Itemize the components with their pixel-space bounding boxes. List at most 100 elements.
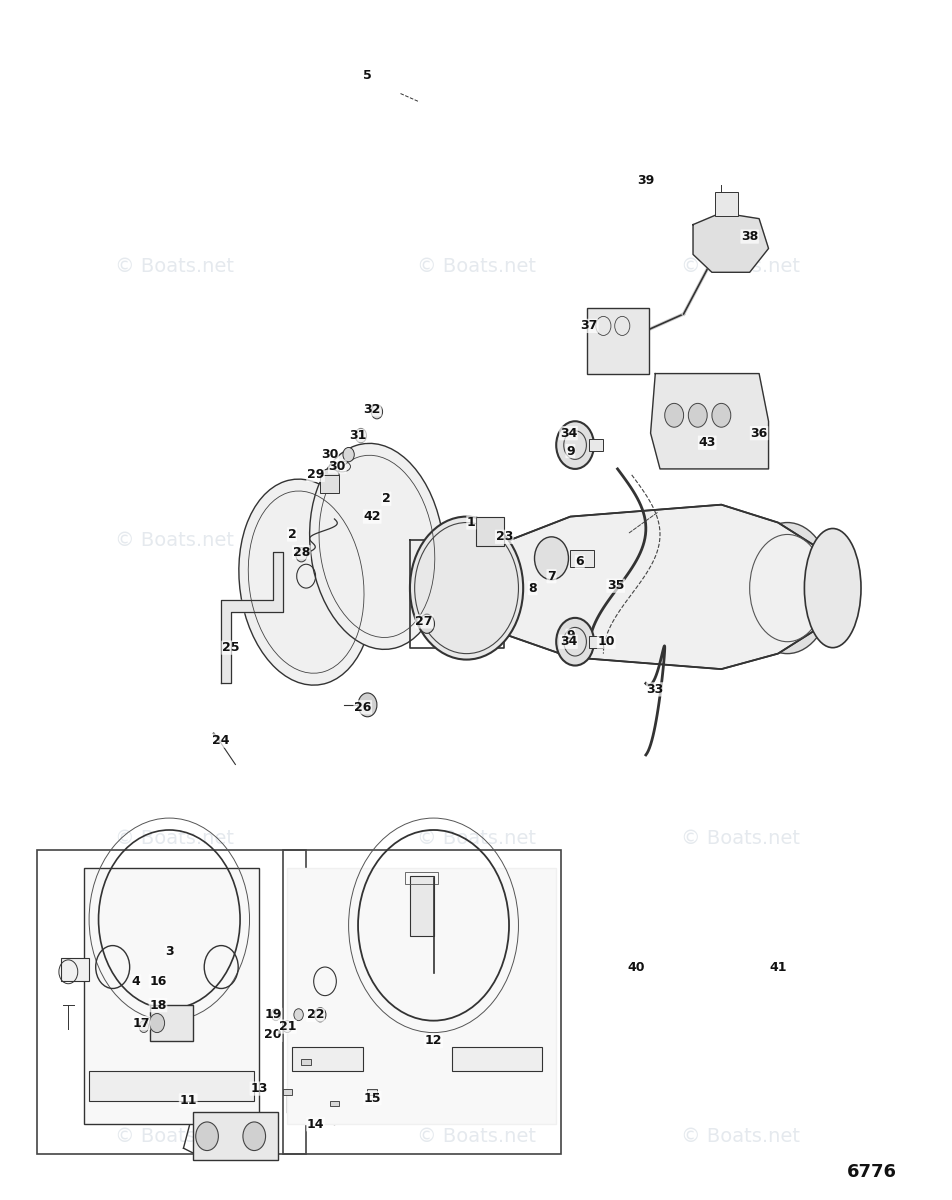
Circle shape (534, 536, 568, 580)
Text: 17: 17 (132, 1016, 149, 1030)
Text: 35: 35 (607, 580, 625, 593)
Bar (570, 550, 594, 566)
Circle shape (664, 403, 684, 427)
Ellipse shape (320, 469, 339, 481)
Bar (193, 1112, 278, 1160)
Bar (476, 516, 505, 546)
Text: 1: 1 (466, 516, 476, 529)
Text: 4: 4 (132, 974, 141, 988)
Text: 31: 31 (349, 430, 367, 442)
Circle shape (688, 403, 707, 427)
Text: © Boats.net: © Boats.net (417, 257, 535, 276)
Text: 15: 15 (364, 1092, 381, 1105)
Text: 11: 11 (179, 1094, 197, 1108)
Circle shape (556, 421, 594, 469)
Circle shape (410, 516, 524, 660)
Text: 9: 9 (566, 629, 575, 642)
Text: 5: 5 (363, 70, 372, 82)
Circle shape (149, 1014, 165, 1032)
Text: 2: 2 (288, 528, 296, 541)
Text: © Boats.net: © Boats.net (417, 530, 535, 550)
Circle shape (294, 1009, 304, 1021)
Bar (288, 868, 556, 1124)
Text: © Boats.net: © Boats.net (114, 530, 233, 550)
Bar (292, 1046, 363, 1070)
Polygon shape (509, 505, 844, 670)
Bar (283, 851, 561, 1154)
Bar (452, 1046, 542, 1070)
Polygon shape (650, 373, 768, 469)
Text: 30: 30 (321, 448, 338, 461)
Text: 19: 19 (265, 1008, 282, 1021)
Bar (589, 636, 604, 648)
Text: 3: 3 (165, 946, 173, 958)
Bar (406, 871, 438, 883)
Bar (283, 1088, 292, 1094)
Text: 22: 22 (307, 1008, 325, 1021)
Circle shape (343, 448, 354, 462)
Text: 18: 18 (149, 998, 167, 1012)
Text: © Boats.net: © Boats.net (114, 1127, 233, 1146)
Circle shape (358, 692, 377, 716)
Ellipse shape (804, 528, 861, 648)
Text: 42: 42 (364, 510, 381, 523)
Text: 27: 27 (415, 614, 433, 628)
Text: © Boats.net: © Boats.net (417, 1127, 535, 1146)
Text: 40: 40 (627, 960, 645, 973)
Text: 6776: 6776 (847, 1163, 898, 1181)
Bar (37, 851, 307, 1154)
Bar (150, 1006, 193, 1040)
Text: 38: 38 (741, 230, 759, 244)
Text: 10: 10 (598, 635, 615, 648)
Text: 21: 21 (279, 1020, 296, 1033)
Text: 32: 32 (364, 403, 381, 416)
Bar (367, 1088, 377, 1094)
Circle shape (314, 1008, 326, 1022)
Text: © Boats.net: © Boats.net (681, 257, 800, 276)
Bar (61, 958, 89, 982)
Text: 33: 33 (646, 683, 664, 696)
Bar (589, 439, 604, 451)
Text: 24: 24 (212, 734, 230, 748)
Text: 23: 23 (496, 530, 513, 544)
Text: © Boats.net: © Boats.net (681, 1127, 800, 1146)
Text: 7: 7 (547, 570, 556, 583)
Circle shape (712, 403, 731, 427)
Text: 13: 13 (250, 1082, 268, 1096)
Circle shape (556, 618, 594, 666)
Circle shape (283, 1021, 292, 1032)
Circle shape (296, 547, 307, 562)
Text: 25: 25 (222, 641, 239, 654)
Text: 26: 26 (354, 701, 371, 714)
Circle shape (271, 1009, 281, 1021)
Bar (320, 475, 339, 493)
Text: © Boats.net: © Boats.net (681, 829, 800, 848)
Ellipse shape (743, 522, 832, 654)
Text: 2: 2 (382, 492, 390, 505)
Text: 6: 6 (576, 556, 585, 569)
Circle shape (371, 404, 383, 419)
Polygon shape (693, 212, 768, 272)
Text: 29: 29 (307, 468, 325, 481)
Circle shape (420, 614, 434, 634)
Polygon shape (221, 552, 283, 684)
Text: 41: 41 (769, 960, 786, 973)
Text: 16: 16 (149, 974, 167, 988)
Text: 34: 34 (560, 635, 577, 648)
Text: 39: 39 (637, 174, 654, 187)
Text: 9: 9 (566, 444, 575, 457)
Bar (302, 1058, 311, 1064)
Circle shape (243, 1122, 266, 1151)
Text: 34: 34 (560, 427, 577, 439)
Text: 14: 14 (307, 1118, 325, 1130)
Bar (587, 308, 648, 373)
Text: 36: 36 (750, 427, 767, 439)
Bar (329, 1100, 339, 1106)
Text: 43: 43 (699, 437, 716, 449)
Text: © Boats.net: © Boats.net (114, 829, 233, 848)
Ellipse shape (309, 443, 445, 649)
Text: © Boats.net: © Boats.net (417, 829, 535, 848)
Text: 30: 30 (328, 460, 346, 473)
Bar (715, 192, 739, 216)
Circle shape (355, 428, 367, 443)
